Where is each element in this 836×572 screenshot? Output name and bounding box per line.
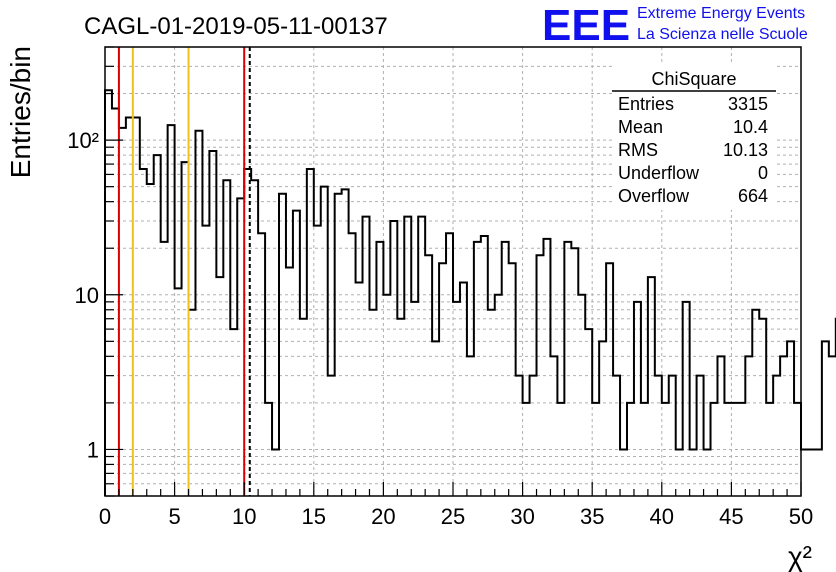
x-tick-label: 35 [580, 504, 604, 529]
chart-title: CAGL-01-2019-05-11-00137 [84, 13, 388, 40]
y-tick-label: 1 [87, 437, 99, 462]
eee-logo-line2: La Scienza nelle Scuole [637, 26, 808, 43]
x-tick-label: 40 [650, 504, 674, 529]
stats-value-rms: 10.13 [723, 140, 768, 160]
eee-logo: EEE Extreme Energy Events La Scienza nel… [542, 1, 808, 50]
x-tick-label: 5 [168, 504, 180, 529]
y-tick-label: 10² [67, 128, 99, 153]
axis-ticks [104, 46, 802, 497]
stats-title: ChiSquare [651, 69, 736, 89]
histogram-outline [104, 89, 836, 496]
stats-value-mean: 10.4 [733, 117, 768, 137]
axis-tick-labels: 0 5 10 15 20 25 30 35 40 45 50 1 10 10² [67, 128, 813, 529]
stats-label-underflow: Underflow [618, 163, 700, 183]
y-axis-label: Entries/bin [5, 46, 36, 178]
x-tick-label: 50 [789, 504, 813, 529]
x-tick-label: 30 [510, 504, 534, 529]
x-tick-label: 25 [441, 504, 465, 529]
x-tick-label: 0 [99, 504, 111, 529]
vertical-markers [117, 47, 251, 496]
x-tick-label: 15 [302, 504, 326, 529]
stats-value-entries: 3315 [728, 94, 768, 114]
stats-value-overflow: 664 [738, 186, 768, 206]
x-tick-label: 10 [232, 504, 256, 529]
stats-box: ChiSquare Entries 3315 Mean 10.4 RMS 10.… [612, 64, 776, 210]
stats-value-underflow: 0 [758, 163, 768, 183]
stats-label-mean: Mean [618, 117, 663, 137]
x-tick-label: 20 [371, 504, 395, 529]
stats-label-rms: RMS [618, 140, 658, 160]
eee-logo-line1: Extreme Energy Events [637, 5, 805, 22]
stats-box-bg [612, 64, 776, 210]
y-tick-label: 10 [75, 283, 99, 308]
x-axis-label: χ² [788, 541, 812, 572]
x-tick-label: 45 [719, 504, 743, 529]
eee-logo-mark: EEE [542, 1, 630, 50]
stats-label-entries: Entries [618, 94, 674, 114]
stats-label-overflow: Overflow [618, 186, 690, 206]
